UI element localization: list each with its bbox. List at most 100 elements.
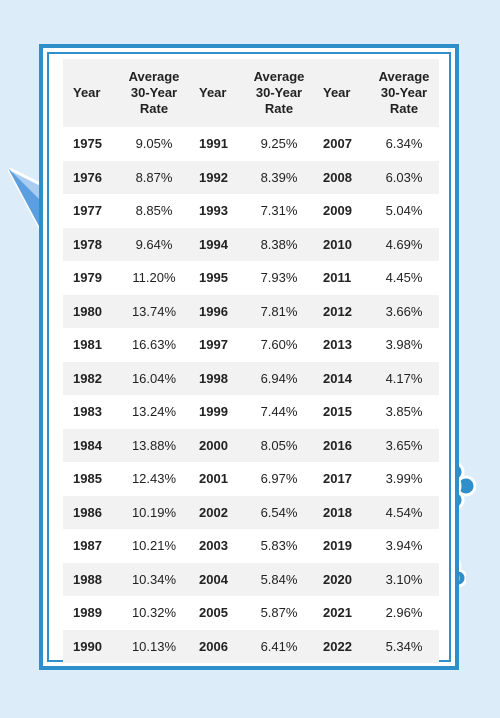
column-header-year: Year [189, 59, 245, 127]
year-cell: 2008 [313, 160, 369, 194]
rate-cell: 12.43% [119, 462, 189, 496]
table-row: 1975 9.05% 1991 9.25% 2007 6.34% [63, 127, 439, 161]
year-cell: 2004 [189, 562, 245, 596]
rate-cell: 6.41% [245, 629, 313, 663]
rate-cell: 6.94% [245, 361, 313, 395]
rate-cell: 3.10% [369, 562, 439, 596]
rate-cell: 3.66% [369, 294, 439, 328]
rate-cell: 10.32% [119, 596, 189, 630]
rate-cell: 7.60% [245, 328, 313, 362]
rate-cell: 3.99% [369, 462, 439, 496]
year-cell: 2002 [189, 495, 245, 529]
year-cell: 1992 [189, 160, 245, 194]
year-cell: 1995 [189, 261, 245, 295]
rate-cell: 6.54% [245, 495, 313, 529]
rate-cell: 6.34% [369, 127, 439, 161]
year-cell: 2018 [313, 495, 369, 529]
rate-cell: 7.31% [245, 194, 313, 228]
year-cell: 2014 [313, 361, 369, 395]
year-cell: 1993 [189, 194, 245, 228]
rate-cell: 5.87% [245, 596, 313, 630]
table-row: 1978 9.64% 1994 8.38% 2010 4.69% [63, 227, 439, 261]
rate-cell: 7.93% [245, 261, 313, 295]
rate-cell: 16.04% [119, 361, 189, 395]
table-row: 1987 10.21% 2003 5.83% 2019 3.94% [63, 529, 439, 563]
year-cell: 2020 [313, 562, 369, 596]
rate-cell: 3.94% [369, 529, 439, 563]
rate-cell: 8.87% [119, 160, 189, 194]
year-cell: 1987 [63, 529, 119, 563]
rate-cell: 10.21% [119, 529, 189, 563]
column-header-rate: Average 30-Year Rate [369, 59, 439, 127]
rate-cell: 5.84% [245, 562, 313, 596]
year-cell: 1996 [189, 294, 245, 328]
year-cell: 1988 [63, 562, 119, 596]
rate-cell: 2.96% [369, 596, 439, 630]
rate-cell: 5.04% [369, 194, 439, 228]
rate-cell: 4.45% [369, 261, 439, 295]
rate-cell: 4.54% [369, 495, 439, 529]
rate-cell: 10.34% [119, 562, 189, 596]
year-cell: 2003 [189, 529, 245, 563]
rate-cell: 13.88% [119, 428, 189, 462]
year-cell: 2000 [189, 428, 245, 462]
year-cell: 2001 [189, 462, 245, 496]
mortgage-rate-table: Year Average 30-Year Rate Year Average 3… [63, 59, 439, 663]
year-cell: 2006 [189, 629, 245, 663]
rate-cell: 3.65% [369, 428, 439, 462]
rate-cell: 8.05% [245, 428, 313, 462]
rate-cell: 10.19% [119, 495, 189, 529]
table-row: 1990 10.13% 2006 6.41% 2022 5.34% [63, 629, 439, 663]
table-row: 1977 8.85% 1993 7.31% 2009 5.04% [63, 194, 439, 228]
table-row: 1988 10.34% 2004 5.84% 2020 3.10% [63, 562, 439, 596]
year-cell: 2010 [313, 227, 369, 261]
rate-cell: 9.05% [119, 127, 189, 161]
year-cell: 2015 [313, 395, 369, 429]
rate-cell: 9.25% [245, 127, 313, 161]
year-cell: 1985 [63, 462, 119, 496]
rate-cell: 8.85% [119, 194, 189, 228]
year-cell: 1977 [63, 194, 119, 228]
year-cell: 1991 [189, 127, 245, 161]
column-header-rate: Average 30-Year Rate [245, 59, 313, 127]
year-cell: 1976 [63, 160, 119, 194]
year-cell: 1986 [63, 495, 119, 529]
rate-cell: 3.98% [369, 328, 439, 362]
table-row: 1984 13.88% 2000 8.05% 2016 3.65% [63, 428, 439, 462]
table-row: 1976 8.87% 1992 8.39% 2008 6.03% [63, 160, 439, 194]
year-cell: 2007 [313, 127, 369, 161]
year-cell: 2011 [313, 261, 369, 295]
year-cell: 1984 [63, 428, 119, 462]
rate-cell: 4.17% [369, 361, 439, 395]
rate-cell: 5.83% [245, 529, 313, 563]
table-row: 1986 10.19% 2002 6.54% 2018 4.54% [63, 495, 439, 529]
table-row: 1979 11.20% 1995 7.93% 2011 4.45% [63, 261, 439, 295]
year-cell: 1978 [63, 227, 119, 261]
rate-cell: 6.97% [245, 462, 313, 496]
rate-cell: 6.03% [369, 160, 439, 194]
rate-cell: 16.63% [119, 328, 189, 362]
year-cell: 1994 [189, 227, 245, 261]
rate-cell: 13.74% [119, 294, 189, 328]
year-cell: 1989 [63, 596, 119, 630]
year-cell: 2013 [313, 328, 369, 362]
rate-cell: 7.81% [245, 294, 313, 328]
table-row: 1982 16.04% 1998 6.94% 2014 4.17% [63, 361, 439, 395]
rate-cell: 9.64% [119, 227, 189, 261]
year-cell: 1998 [189, 361, 245, 395]
table-row: 1985 12.43% 2001 6.97% 2017 3.99% [63, 462, 439, 496]
year-cell: 1980 [63, 294, 119, 328]
table-row: 1989 10.32% 2005 5.87% 2021 2.96% [63, 596, 439, 630]
year-cell: 1999 [189, 395, 245, 429]
rate-cell: 7.44% [245, 395, 313, 429]
year-cell: 1997 [189, 328, 245, 362]
table-row: 1981 16.63% 1997 7.60% 2013 3.98% [63, 328, 439, 362]
column-header-year: Year [313, 59, 369, 127]
table-row: 1983 13.24% 1999 7.44% 2015 3.85% [63, 395, 439, 429]
rate-cell: 11.20% [119, 261, 189, 295]
year-cell: 1990 [63, 629, 119, 663]
rate-cell: 8.38% [245, 227, 313, 261]
year-cell: 2009 [313, 194, 369, 228]
table-row: 1980 13.74% 1996 7.81% 2012 3.66% [63, 294, 439, 328]
rate-cell: 5.34% [369, 629, 439, 663]
